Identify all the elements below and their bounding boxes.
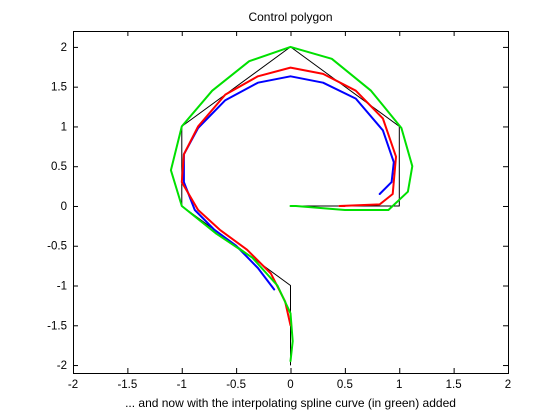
chart-title: Control polygon <box>248 10 332 24</box>
x-tick-label: 0 <box>287 379 293 391</box>
y-tick-label: -1 <box>57 281 67 293</box>
y-tick-label: -0.5 <box>47 241 67 253</box>
series-line-1 <box>182 75 395 291</box>
series-layer <box>169 45 414 366</box>
x-tick-label: -0.5 <box>226 379 246 391</box>
y-tick-label: -1.5 <box>47 320 67 332</box>
x-tick-label: -1.5 <box>117 379 137 391</box>
x-axis-label: ... and now with the interpolating splin… <box>125 396 456 410</box>
x-tick-label: -2 <box>68 379 78 391</box>
y-tick-label: 2 <box>61 42 67 54</box>
x-tick-label: 1 <box>396 379 402 391</box>
series-line-2 <box>180 66 397 327</box>
y-tick-label: 1.5 <box>51 82 67 94</box>
y-tick-label: 0.5 <box>51 161 67 173</box>
series-line-3 <box>169 45 414 363</box>
y-tick-label: 0 <box>61 201 67 213</box>
x-tick-label: 0.5 <box>337 379 353 391</box>
x-tick-label: 2 <box>505 379 511 391</box>
control-polygon-line <box>181 46 400 366</box>
y-axis: -2 -1.5 -1 -0.5 0 0.5 1 1.5 2 <box>47 42 508 372</box>
y-tick-label: 1 <box>61 121 67 133</box>
x-tick-label: -1 <box>177 379 187 391</box>
x-tick-label: 1.5 <box>446 379 462 391</box>
y-tick-label: -2 <box>57 360 67 372</box>
x-axis: -2 -1.5 -1 -0.5 0 0.5 1 1.5 2 <box>68 31 511 391</box>
